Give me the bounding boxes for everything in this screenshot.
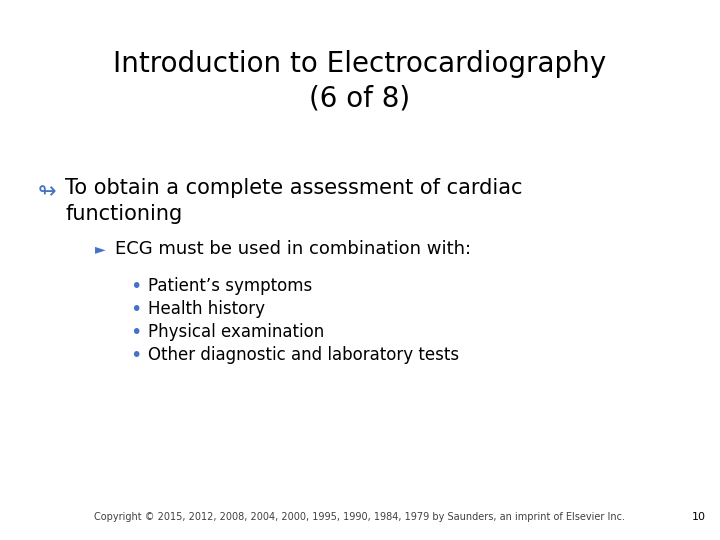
Text: Patient’s symptoms: Patient’s symptoms — [148, 277, 312, 295]
Text: ↬: ↬ — [38, 182, 57, 202]
Text: To obtain a complete assessment of cardiac
functioning: To obtain a complete assessment of cardi… — [65, 178, 523, 224]
Text: Copyright © 2015, 2012, 2008, 2004, 2000, 1995, 1990, 1984, 1979 by Saunders, an: Copyright © 2015, 2012, 2008, 2004, 2000… — [94, 512, 626, 522]
Text: •: • — [130, 323, 141, 342]
Text: Health history: Health history — [148, 300, 265, 318]
Text: •: • — [130, 277, 141, 296]
Text: Other diagnostic and laboratory tests: Other diagnostic and laboratory tests — [148, 346, 459, 364]
Text: ECG must be used in combination with:: ECG must be used in combination with: — [115, 240, 471, 258]
Text: •: • — [130, 300, 141, 319]
Text: Introduction to Electrocardiography
(6 of 8): Introduction to Electrocardiography (6 o… — [114, 50, 606, 113]
Text: 10: 10 — [692, 512, 706, 522]
Text: •: • — [130, 346, 141, 365]
Text: ►: ► — [95, 242, 106, 256]
Text: Physical examination: Physical examination — [148, 323, 324, 341]
